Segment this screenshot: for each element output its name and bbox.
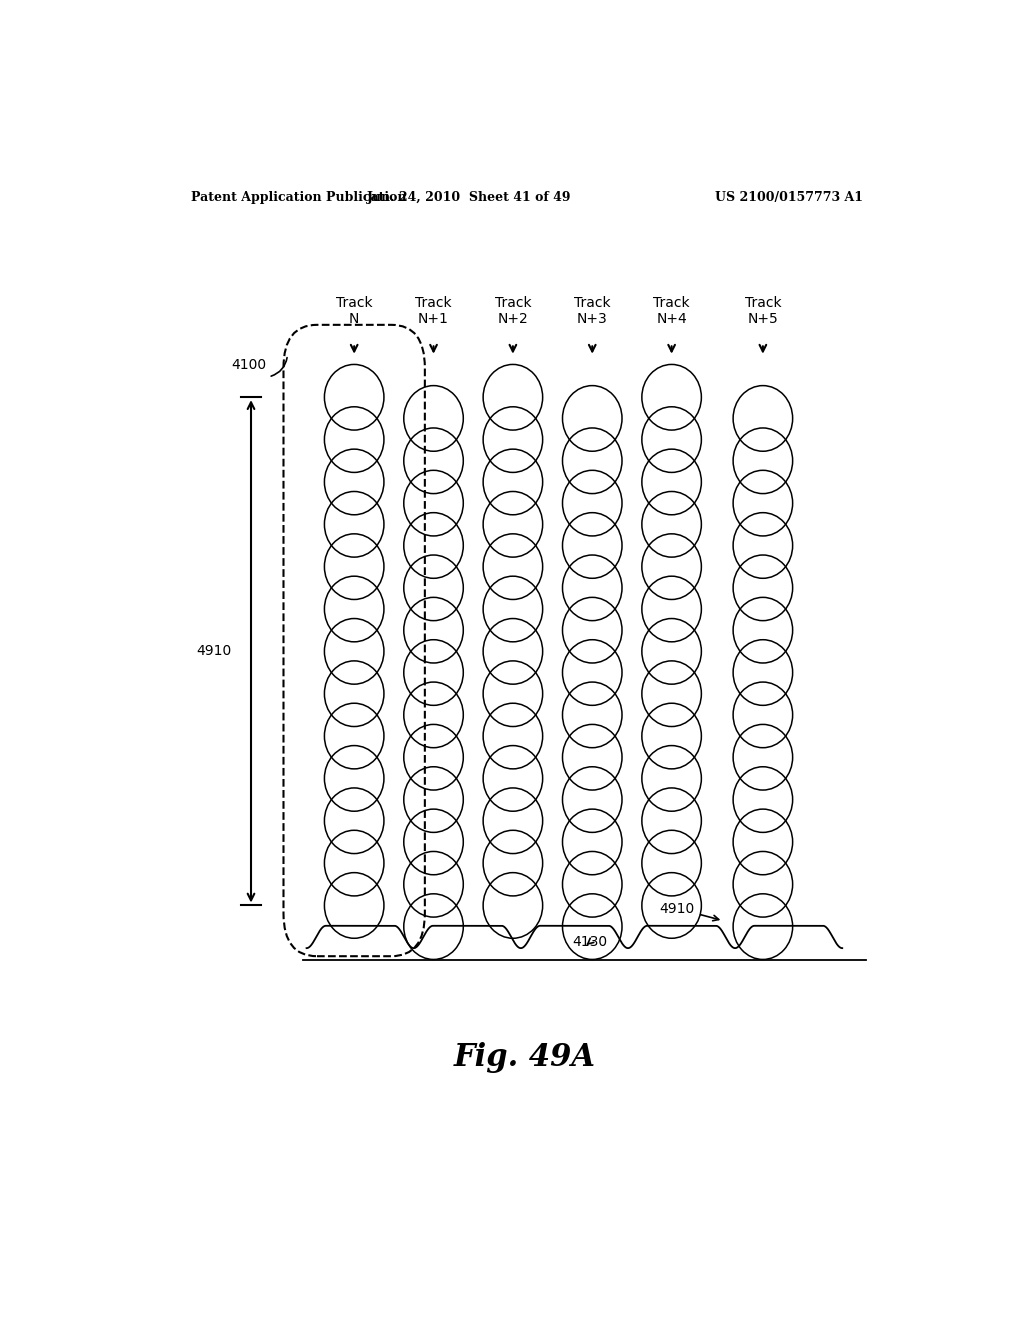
- Text: Track
N+3: Track N+3: [573, 296, 610, 326]
- Text: Track
N: Track N: [336, 296, 373, 326]
- Text: Track
N+2: Track N+2: [495, 296, 531, 326]
- Text: Track
N+4: Track N+4: [653, 296, 690, 326]
- Text: Track
N+5: Track N+5: [744, 296, 781, 326]
- Text: US 2100/0157773 A1: US 2100/0157773 A1: [715, 190, 863, 203]
- Text: Patent Application Publication: Patent Application Publication: [191, 190, 407, 203]
- Text: Track
N+1: Track N+1: [415, 296, 452, 326]
- Text: 4130: 4130: [572, 935, 607, 949]
- Text: 4910: 4910: [196, 644, 231, 659]
- Text: Jun. 24, 2010  Sheet 41 of 49: Jun. 24, 2010 Sheet 41 of 49: [367, 190, 571, 203]
- Text: 4100: 4100: [231, 358, 267, 372]
- Text: Fig. 49A: Fig. 49A: [454, 1043, 596, 1073]
- Text: 4910: 4910: [659, 902, 719, 921]
